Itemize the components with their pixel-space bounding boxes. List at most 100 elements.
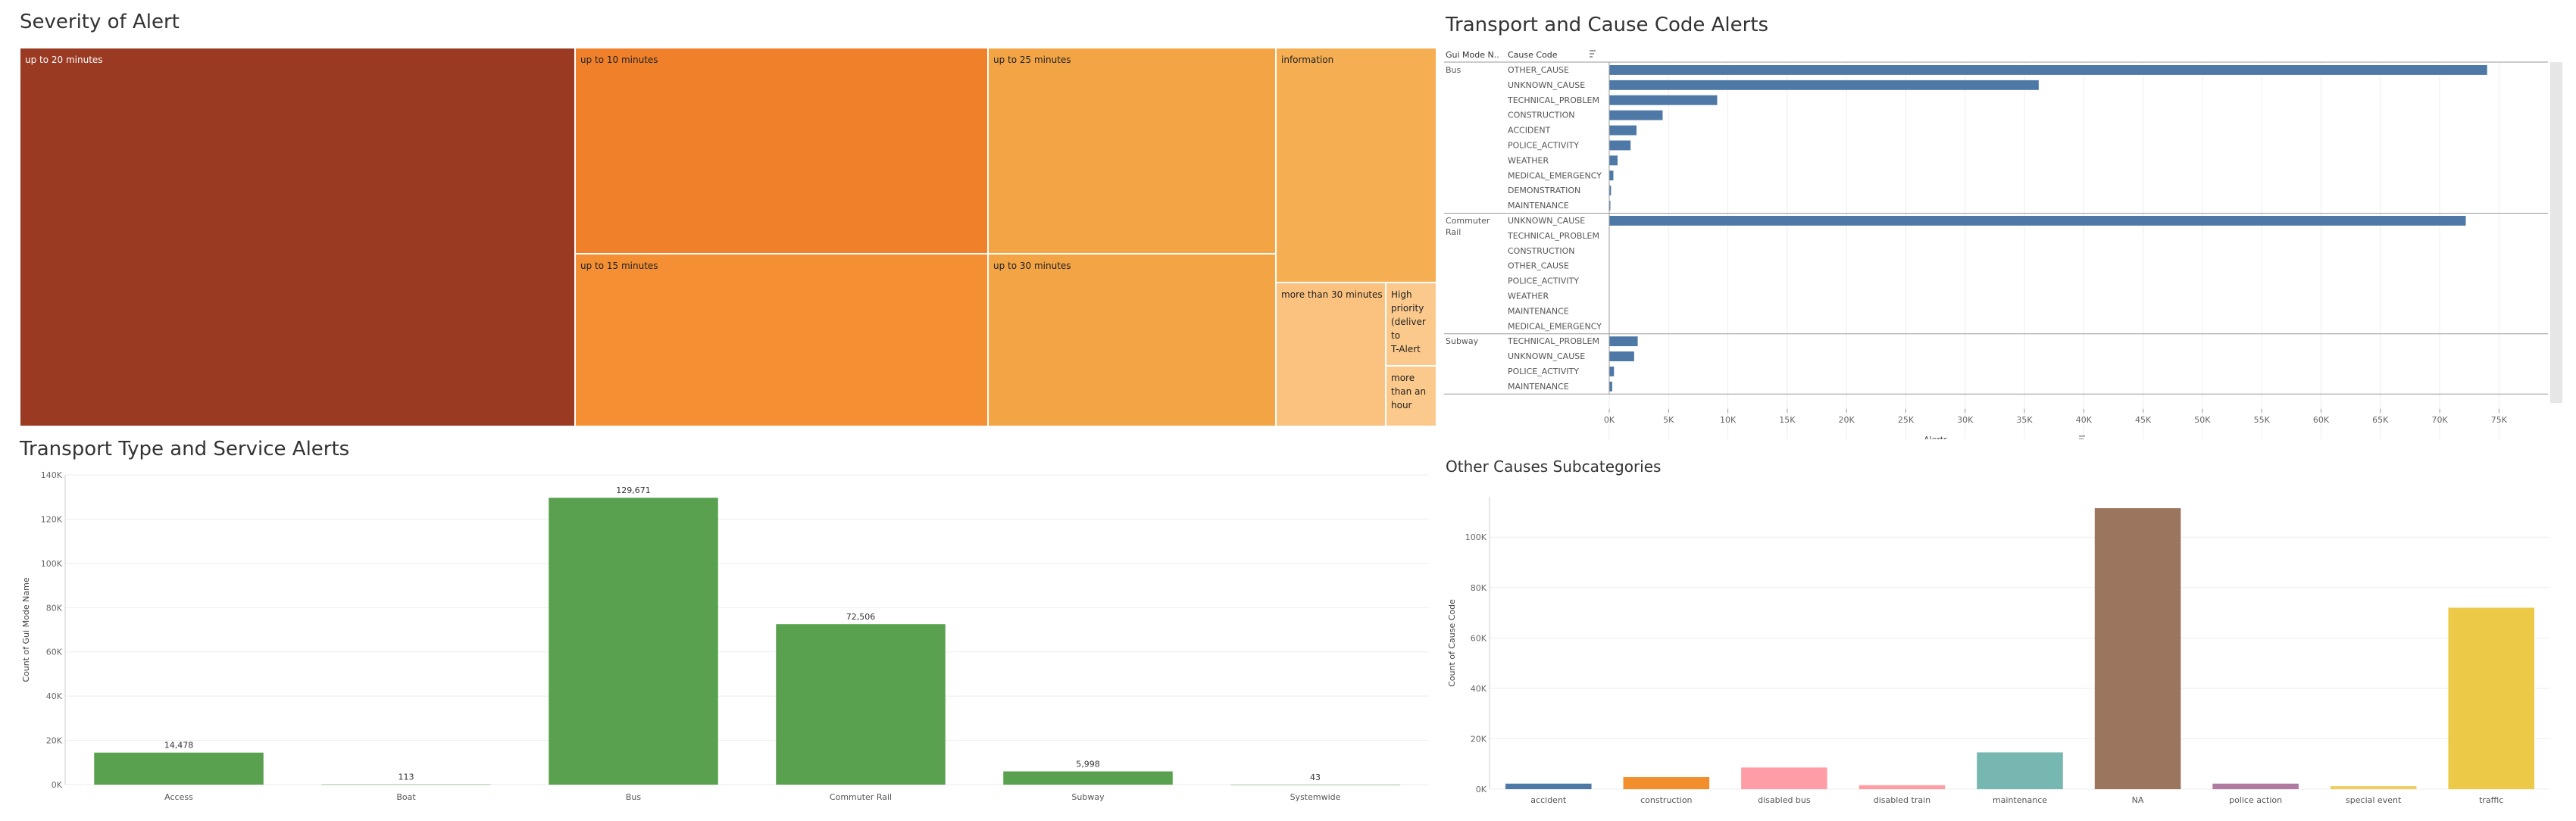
other-causes-chart[interactable]: 0K 20K 40K 60K 80K 100K accident construction di… <box>1444 480 2565 821</box>
treemap-cell-up-to-10-minutes[interactable]: up to 10 minutes <box>574 48 989 254</box>
bar-access[interactable] <box>94 752 264 785</box>
x-tick-label-construction: construction <box>1640 795 1692 805</box>
treemap-cell-up-to-30-minutes[interactable]: up to 30 minutes <box>987 253 1277 426</box>
group-bus-row-label-other-cause: OTHER_CAUSE <box>1508 65 1569 75</box>
group-commuter-rail-row-label-police-activity: POLICE_ACTIVITY <box>1508 276 1579 286</box>
treemap-cell-up-to-15-minutes[interactable]: up to 15 minutes <box>574 253 989 426</box>
sort-icon[interactable] <box>1590 50 1596 58</box>
treemap-cell-more-than-30-minutes-rect[interactable] <box>1275 282 1386 426</box>
bar-police-action[interactable] <box>2212 783 2299 789</box>
treemap-cell-up-to-25-minutes-rect[interactable] <box>987 48 1277 254</box>
group-bus-bar-weather[interactable] <box>1609 155 1618 166</box>
group-bus-bar-accident[interactable] <box>1609 125 1637 136</box>
treemap-cell-up-to-15-minutes-label: up to 15 minutes <box>580 261 658 271</box>
group-subway-bar-unknown-cause[interactable] <box>1609 351 1634 361</box>
bar-special-event[interactable] <box>2330 786 2417 789</box>
bar-accident[interactable] <box>1505 783 1592 789</box>
treemap-cell-up-to-15-minutes-rect[interactable] <box>574 253 989 426</box>
scrollbar-track[interactable] <box>2550 62 2562 403</box>
group-bus-row-label-technical-problem: TECHNICAL_PROBLEM <box>1507 95 1599 105</box>
bar-subway[interactable] <box>1003 771 1173 785</box>
x-tick-label-systemwide: Systemwide <box>1290 792 1341 802</box>
treemap-cell-up-to-20-minutes[interactable]: up to 20 minutes <box>20 48 576 426</box>
x-tick-label-disabled-bus: disabled bus <box>1758 795 1811 805</box>
y-tick-label-40k: 40K <box>46 691 63 701</box>
group-bus-row-label-unknown-cause: UNKNOWN_CAUSE <box>1508 80 1585 90</box>
treemap-cell-information-label: information <box>1281 55 1333 65</box>
treemap-cell-more-than-an-hour[interactable]: more than an hour <box>1385 365 1436 426</box>
x-tick-label-75k: 75K <box>2491 415 2508 425</box>
x-sort-icon[interactable] <box>2079 435 2085 439</box>
y-tick-label-0k: 0K <box>52 780 63 790</box>
group-bus-bar-unknown-cause[interactable] <box>1609 80 2039 90</box>
x-tick-label-65k: 65K <box>2372 415 2389 425</box>
y-axis-title: Count of Gui Mode Name <box>21 577 31 682</box>
x-tick-label-boat: Boat <box>396 792 416 802</box>
treemap-cell-up-to-20-minutes-rect[interactable] <box>20 48 576 426</box>
group-bus-bar-construction[interactable] <box>1609 110 1663 120</box>
group-subway-bar-maintenance[interactable] <box>1609 381 1612 392</box>
x-tick-label-15k: 15K <box>1779 415 1796 425</box>
group-subway-bar-technical-problem[interactable] <box>1609 336 1638 347</box>
y-axis-title: Count of Cause Code <box>1447 599 1457 687</box>
bar-maintenance[interactable] <box>1977 752 2063 789</box>
y-tick-label-60k: 60K <box>1471 633 1487 643</box>
y-tick-label-100k: 100K <box>1465 532 1487 542</box>
group-bus-bar-other-cause[interactable] <box>1609 65 2487 75</box>
group-bus-row-label-weather: WEATHER <box>1508 155 1549 165</box>
treemap-cell-more-than-an-hour-rect[interactable] <box>1385 365 1436 426</box>
treemap-cell-information-rect[interactable] <box>1275 48 1436 283</box>
group-subway-bar-police-activity[interactable] <box>1609 367 1615 376</box>
treemap-cell-up-to-30-minutes-rect[interactable] <box>987 253 1277 426</box>
x-tick-label-na: NA <box>2132 795 2144 805</box>
group-commuter-rail-row-label-other-cause: OTHER_CAUSE <box>1508 261 1569 271</box>
x-tick-label-40k: 40K <box>2076 415 2093 425</box>
treemap-cell-information[interactable]: information <box>1275 48 1436 283</box>
group-bus-bar-medical-emergency[interactable] <box>1609 170 1614 181</box>
treemap-cell-high-priority-deliver-to-t-alert-rect[interactable] <box>1385 282 1436 367</box>
severity-treemap[interactable]: up to 20 minutes up to 10 minutes up to 15… <box>20 48 1436 426</box>
group-bus-bar-demonstration[interactable] <box>1609 186 1612 196</box>
transport-cause-chart[interactable]: Gui Mode N.. Cause Code Bus OTHER_CAUSE UNKN… <box>1444 45 2565 439</box>
x-tick-label-access: Access <box>164 792 193 802</box>
group-bus-bar-maintenance[interactable] <box>1609 201 1611 211</box>
group-bus-row-label-medical-emergency: MEDICAL_EMERGENCY <box>1508 170 1602 180</box>
y-tick-label-20k: 20K <box>46 736 63 746</box>
group-commuter-rail-row-label-medical-emergency: MEDICAL_EMERGENCY <box>1508 321 1602 331</box>
x-tick-label-35k: 35K <box>2016 415 2033 425</box>
group-commuter-rail-bar-unknown-cause[interactable] <box>1609 216 2466 226</box>
x-tick-label-traffic: traffic <box>2479 795 2503 805</box>
x-tick-label-70k: 70K <box>2431 415 2448 425</box>
treemap-cell-more-than-30-minutes[interactable]: more than 30 minutes <box>1275 282 1386 426</box>
treemap-cell-up-to-10-minutes-rect[interactable] <box>574 48 989 254</box>
x-tick-label-commuter-rail: Commuter Rail <box>830 792 892 802</box>
transport-service-chart[interactable]: 0K 20K 40K 60K 80K 100K 120K 140K 14,478 Access 11… <box>8 468 1432 818</box>
x-tick-label-disabled-train: disabled train <box>1874 795 1930 805</box>
severity-title: Severity of Alert <box>20 11 180 33</box>
treemap-cell-up-to-25-minutes-label: up to 25 minutes <box>993 55 1071 65</box>
group-subway-row-label-technical-problem: TECHNICAL_PROBLEM <box>1507 336 1599 346</box>
group-bus-row-label-construction: CONSTRUCTION <box>1508 111 1575 120</box>
x-tick-label-50k: 50K <box>2194 415 2211 425</box>
bar-disabled-train[interactable] <box>1859 785 1946 789</box>
group-bus-bar-technical-problem[interactable] <box>1609 95 1718 105</box>
treemap-cell-high-priority-deliver-to-t-alert[interactable]: High priority (deliver to T-Alert <box>1385 282 1436 367</box>
group-subway-row-label-maintenance: MAINTENANCE <box>1508 382 1569 392</box>
bar-traffic[interactable] <box>2448 607 2534 789</box>
x-tick-label-5k: 5K <box>1663 415 1674 425</box>
x-tick-label-55k: 55K <box>2254 415 2271 425</box>
group-bus-bar-police-activity[interactable] <box>1609 140 1631 151</box>
bar-na[interactable] <box>2094 507 2181 789</box>
bar-disabled-bus[interactable] <box>1741 767 1827 789</box>
y-tick-label-0k: 0K <box>1476 785 1487 794</box>
group-bus-row-label-police-activity: POLICE_ACTIVITY <box>1508 141 1579 151</box>
value-label-boat: 113 <box>399 773 414 782</box>
x-tick-label-accident: accident <box>1530 795 1567 805</box>
bar-bus[interactable] <box>549 498 718 785</box>
treemap-cell-up-to-25-minutes[interactable]: up to 25 minutes <box>987 48 1277 254</box>
bar-construction[interactable] <box>1623 777 1710 789</box>
value-label-subway: 5,998 <box>1076 759 1100 769</box>
treemap-cell-more-than-an-hour-label: more than an hour <box>1391 373 1426 410</box>
group-commuter-rail-label: Commuter Rail <box>1446 216 1490 237</box>
bar-commuter-rail[interactable] <box>776 624 946 785</box>
